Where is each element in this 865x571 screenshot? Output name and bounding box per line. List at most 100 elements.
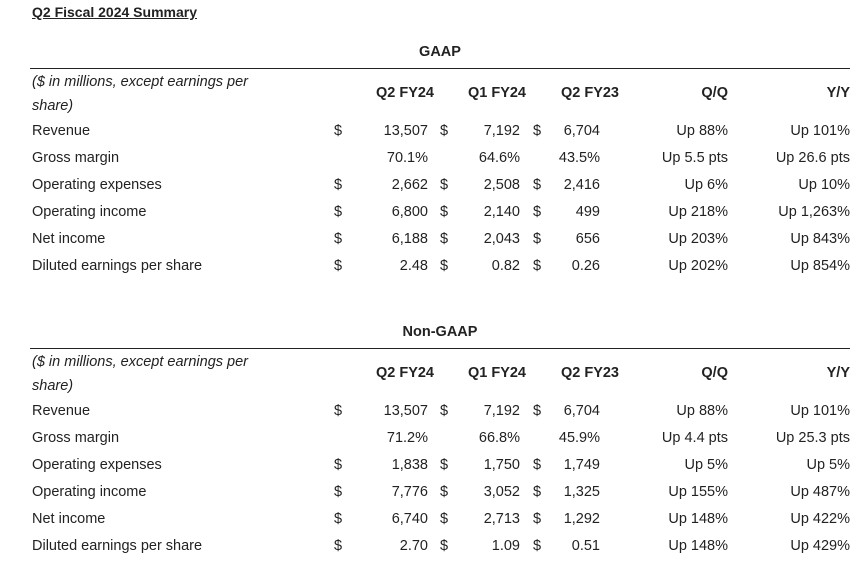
section-heading: Non-GAAP (402, 324, 478, 340)
row-label: Diluted earnings per share (32, 258, 203, 274)
value-qoq: Up 5% (684, 457, 728, 473)
column-header: Q1 FY24 (467, 365, 526, 381)
page-title: Q2 Fiscal 2024 Summary (32, 4, 197, 20)
currency-symbol: $ (334, 457, 343, 473)
currency-symbol: $ (533, 484, 542, 500)
value-q1-fy24: 1.09 (491, 538, 520, 554)
value-q1-fy24: 3,052 (483, 484, 520, 500)
value-yoy: Up 843% (790, 231, 850, 247)
currency-symbol: $ (533, 177, 542, 193)
value-yoy: Up 10% (798, 177, 850, 193)
value-q2-fy23: 0.26 (571, 258, 600, 274)
value-q2-fy24: 6,740 (391, 511, 428, 527)
column-header: Q2 FY23 (560, 365, 619, 381)
table-row: Revenue $13,507 $7,192 $6,704 Up 88% Up 101% (30, 123, 850, 150)
table-row: Net income $6,740 $2,713 $1,292 Up 148% Up 42… (30, 511, 850, 538)
value-q2-fy23: 1,749 (563, 457, 600, 473)
currency-symbol: $ (334, 258, 343, 274)
value-yoy: Up 854% (790, 258, 850, 274)
table-row: Operating income $6,800 $2,140 $499 Up 218% U… (30, 204, 850, 231)
row-label: Revenue (32, 123, 91, 139)
currency-symbol: $ (334, 204, 343, 220)
value-q1-fy24: 2,508 (483, 177, 520, 193)
row-label: Diluted earnings per share (32, 538, 203, 554)
gaap-section: GAAP ($ in millions, except earnings per … (30, 42, 850, 282)
value-yoy: Up 101% (790, 123, 850, 139)
value-q1-fy24: 2,140 (483, 204, 520, 220)
value-q2-fy24: 13,507 (383, 123, 428, 139)
value-qoq: Up 88% (676, 403, 728, 419)
table-row: Diluted earnings per share $2.48 $0.82 $0.2… (30, 258, 850, 285)
currency-symbol: $ (533, 511, 542, 527)
value-q2-fy23: 1,292 (563, 511, 600, 527)
value-yoy: Up 101% (790, 403, 850, 419)
currency-symbol: $ (334, 231, 343, 247)
currency-symbol: $ (334, 538, 343, 554)
value-yoy: Up 487% (790, 484, 850, 500)
value-yoy: Up 26.6 pts (775, 150, 850, 166)
value-qoq: Up 5.5 pts (661, 150, 728, 166)
value-q2-fy23: 2,416 (563, 177, 600, 193)
value-q2-fy24: 7,776 (391, 484, 428, 500)
value-qoq: Up 202% (668, 258, 728, 274)
currency-symbol: $ (440, 123, 449, 139)
section-heading: GAAP (419, 44, 461, 60)
currency-symbol: $ (440, 231, 449, 247)
value-q1-fy24: 2,713 (483, 511, 520, 527)
table-row: Operating expenses $1,838 $1,750 $1,749 Up 5… (30, 457, 850, 484)
value-qoq: Up 148% (668, 538, 728, 554)
value-qoq: Up 6% (684, 177, 728, 193)
table-row: Gross margin 71.2% 66.8% 45.9% Up 4.4 pts Up … (30, 430, 850, 457)
row-label: Net income (32, 231, 106, 247)
column-header: Y/Y (826, 85, 850, 101)
table-row: Diluted earnings per share $2.70 $1.09 $0.5… (30, 538, 850, 565)
currency-symbol: $ (533, 403, 542, 419)
currency-symbol: $ (334, 177, 343, 193)
row-label: Operating income (32, 204, 147, 220)
currency-symbol: $ (533, 123, 542, 139)
units-note: ($ in millions, except earnings per shar… (32, 354, 248, 394)
value-q2-fy23: 6,704 (563, 123, 600, 139)
value-q2-fy24: 2.48 (399, 258, 428, 274)
currency-symbol: $ (440, 258, 449, 274)
value-yoy: Up 25.3 pts (775, 430, 850, 446)
value-qoq: Up 88% (676, 123, 728, 139)
row-label: Gross margin (32, 430, 120, 446)
value-qoq: Up 218% (668, 204, 728, 220)
currency-symbol: $ (533, 538, 542, 554)
column-header: Q2 FY24 (375, 85, 434, 101)
value-qoq: Up 155% (668, 484, 728, 500)
column-header: Q/Q (701, 85, 728, 101)
currency-symbol: $ (533, 204, 542, 220)
value-qoq: Up 203% (668, 231, 728, 247)
value-q1-fy24: 0.82 (491, 258, 520, 274)
value-q2-fy23: 656 (575, 231, 600, 247)
table-row: Revenue $13,507 $7,192 $6,704 Up 88% Up 101% (30, 403, 850, 430)
currency-symbol: $ (334, 511, 343, 527)
column-header: Q1 FY24 (467, 85, 526, 101)
value-q2-fy24: 70.1% (386, 150, 428, 166)
currency-symbol: $ (440, 403, 449, 419)
currency-symbol: $ (334, 403, 343, 419)
value-qoq: Up 148% (668, 511, 728, 527)
units-note: ($ in millions, except earnings per shar… (32, 74, 248, 114)
currency-symbol: $ (440, 511, 449, 527)
currency-symbol: $ (533, 258, 542, 274)
currency-symbol: $ (334, 123, 343, 139)
row-label: Net income (32, 511, 106, 527)
currency-symbol: $ (334, 484, 343, 500)
row-label: Gross margin (32, 150, 120, 166)
value-q1-fy24: 66.8% (478, 430, 520, 446)
currency-symbol: $ (533, 457, 542, 473)
value-q1-fy24: 64.6% (478, 150, 520, 166)
value-q1-fy24: 2,043 (483, 231, 520, 247)
value-qoq: Up 4.4 pts (661, 430, 728, 446)
column-header: Q2 FY24 (375, 365, 434, 381)
currency-symbol: $ (440, 177, 449, 193)
section-rule (30, 68, 850, 69)
currency-symbol: $ (440, 204, 449, 220)
row-label: Operating income (32, 484, 147, 500)
table-row: Net income $6,188 $2,043 $656 Up 203% Up 843% (30, 231, 850, 258)
column-header: Y/Y (826, 365, 850, 381)
value-q2-fy23: 499 (575, 204, 600, 220)
